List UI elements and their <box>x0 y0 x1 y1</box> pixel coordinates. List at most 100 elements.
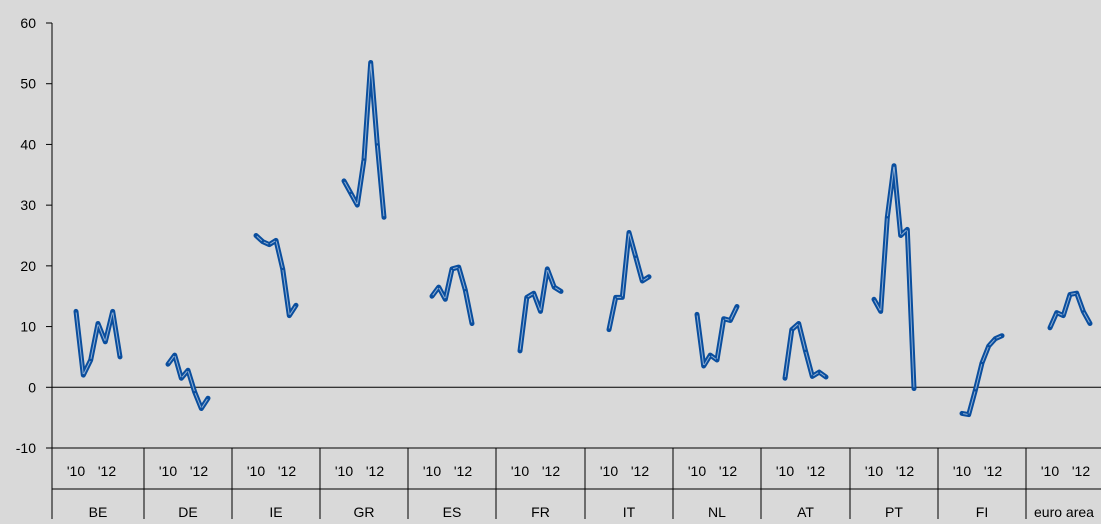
data-point <box>1000 334 1004 337</box>
data-point <box>709 353 712 357</box>
data-point <box>294 304 298 307</box>
data-point <box>206 397 210 400</box>
data-point <box>118 355 122 359</box>
year-tick-label: '10 <box>953 463 971 479</box>
category-label: FR <box>531 504 550 519</box>
data-point <box>356 203 359 207</box>
data-point <box>1075 291 1078 295</box>
year-tick-label: '10 <box>865 463 883 479</box>
data-point <box>376 143 379 146</box>
y-tick-label: 10 <box>20 319 36 335</box>
year-tick-label: '10 <box>335 463 353 479</box>
data-point <box>104 340 107 343</box>
series-line-highlight <box>167 354 209 409</box>
data-point <box>647 275 651 278</box>
category-label: FI <box>976 504 988 519</box>
category-label: euro area <box>1034 504 1094 519</box>
year-tick-label: '12 <box>984 463 1002 479</box>
data-point <box>186 369 190 372</box>
year-tick-label: '10 <box>776 463 794 479</box>
data-point <box>980 361 984 365</box>
year-tick-label: '10 <box>247 463 265 479</box>
series-line-pt <box>871 163 917 391</box>
data-point <box>1082 310 1085 313</box>
series-line-ie <box>253 233 299 319</box>
data-point <box>274 239 278 242</box>
year-tick-label: '10 <box>688 463 706 479</box>
year-tick-label: '12 <box>896 463 914 479</box>
data-point <box>892 164 896 167</box>
y-tick-label: 0 <box>28 379 36 395</box>
data-point <box>193 390 196 394</box>
category-label: DE <box>178 504 197 519</box>
data-point <box>281 267 284 271</box>
data-point <box>974 389 977 392</box>
data-point <box>886 216 889 219</box>
series-line-gr <box>341 60 387 220</box>
data-point <box>268 243 271 246</box>
year-tick-label: '12 <box>1072 463 1090 479</box>
category-label: NL <box>708 504 726 519</box>
data-point <box>607 328 611 331</box>
year-tick-label: '10 <box>1041 463 1059 479</box>
data-point <box>1048 326 1052 329</box>
data-point <box>288 314 291 317</box>
series-line-de <box>165 352 211 411</box>
category-label: AT <box>797 504 814 519</box>
data-point <box>614 296 617 299</box>
data-point <box>695 313 699 316</box>
y-tick-label: 60 <box>20 15 36 31</box>
data-point <box>369 61 372 64</box>
category-label: GR <box>354 504 375 519</box>
category-label: PT <box>885 504 903 519</box>
year-tick-label: '12 <box>807 463 825 479</box>
data-point <box>641 279 644 283</box>
data-point <box>546 267 549 271</box>
data-point <box>457 265 460 269</box>
data-point <box>804 349 807 353</box>
data-point <box>539 310 542 313</box>
data-point <box>634 255 637 258</box>
data-point <box>82 373 85 377</box>
data-point <box>824 375 828 379</box>
data-point <box>362 158 366 161</box>
data-point <box>254 234 258 237</box>
year-tick-label: '10 <box>423 463 441 479</box>
data-point <box>811 375 814 378</box>
data-point <box>96 322 100 325</box>
data-point <box>1088 322 1092 325</box>
data-point <box>89 358 92 362</box>
data-point <box>817 370 821 374</box>
data-point <box>783 376 787 380</box>
data-point <box>906 228 909 231</box>
data-point <box>349 191 352 195</box>
data-point <box>200 407 203 410</box>
data-point <box>735 305 739 308</box>
year-tick-label: '12 <box>719 463 737 479</box>
year-tick-label: '12 <box>278 463 296 479</box>
data-point <box>994 337 997 340</box>
data-point <box>444 298 447 301</box>
data-point <box>987 344 990 348</box>
year-tick-label: '12 <box>542 463 560 479</box>
category-label: ES <box>443 504 462 519</box>
year-tick-label: '10 <box>600 463 618 479</box>
data-point <box>872 298 876 301</box>
data-point <box>166 363 170 366</box>
data-point <box>1055 311 1058 314</box>
year-tick-label: '10 <box>511 463 529 479</box>
year-tick-label: '12 <box>190 463 208 479</box>
year-tick-label: '10 <box>159 463 177 479</box>
y-tick-label: -10 <box>16 440 36 456</box>
data-point <box>797 322 800 325</box>
category-label: IE <box>269 504 282 519</box>
data-point <box>261 240 264 243</box>
data-point <box>729 319 732 322</box>
data-point <box>552 285 556 289</box>
series-line-highlight <box>961 335 1003 416</box>
data-point <box>790 328 794 331</box>
y-tick-label: 20 <box>20 258 36 274</box>
data-point <box>464 288 467 292</box>
data-point <box>912 387 916 390</box>
